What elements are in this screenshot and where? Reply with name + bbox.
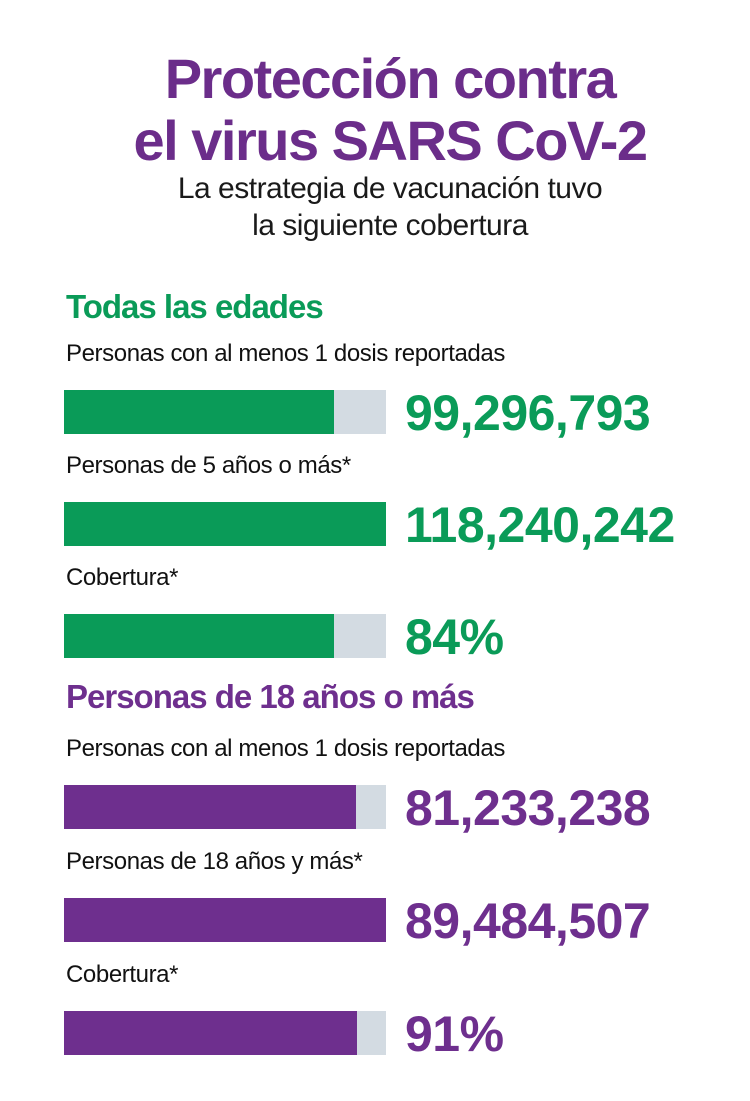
value-label: 84% [405, 609, 504, 665]
row-label: Cobertura* [66, 564, 179, 591]
row-label: Personas con al menos 1 dosis reportadas [66, 735, 505, 762]
bar-track [64, 502, 386, 546]
bar-track [64, 390, 386, 434]
section-heading: Personas de 18 años o más [66, 678, 475, 715]
value-label: 118,240,242 [405, 497, 675, 553]
value-label: 99,296,793 [405, 385, 651, 441]
bar-track [64, 1011, 386, 1055]
bar [64, 502, 386, 546]
subtitle-line: la siguiente cobertura [252, 209, 528, 242]
bar [64, 1011, 358, 1055]
bar [64, 614, 335, 658]
bar-track [64, 614, 386, 658]
title: Protección contra el virus SARS CoV-2 [0, 48, 750, 172]
subtitle: La estrategia de vacunación tuvo la sigui… [0, 170, 750, 244]
row-label: Personas de 18 años y más* [66, 848, 363, 875]
value-label: 81,233,238 [405, 780, 651, 836]
bar [64, 390, 335, 434]
value-label: 89,484,507 [405, 893, 651, 949]
section-heading: Todas las edades [66, 288, 324, 325]
bar [64, 785, 357, 829]
bar-track [64, 785, 386, 829]
bar [64, 898, 386, 942]
title-line: el virus SARS CoV-2 [133, 109, 648, 172]
subtitle-line: La estrategia de vacunación tuvo [177, 172, 603, 205]
title-line: Protección contra [164, 47, 617, 110]
value-label: 91% [405, 1006, 504, 1062]
row-label: Personas de 5 años o más* [66, 452, 351, 479]
bar-track [64, 898, 386, 942]
row-label: Cobertura* [66, 961, 179, 988]
row-label: Personas con al menos 1 dosis reportadas [66, 340, 505, 367]
